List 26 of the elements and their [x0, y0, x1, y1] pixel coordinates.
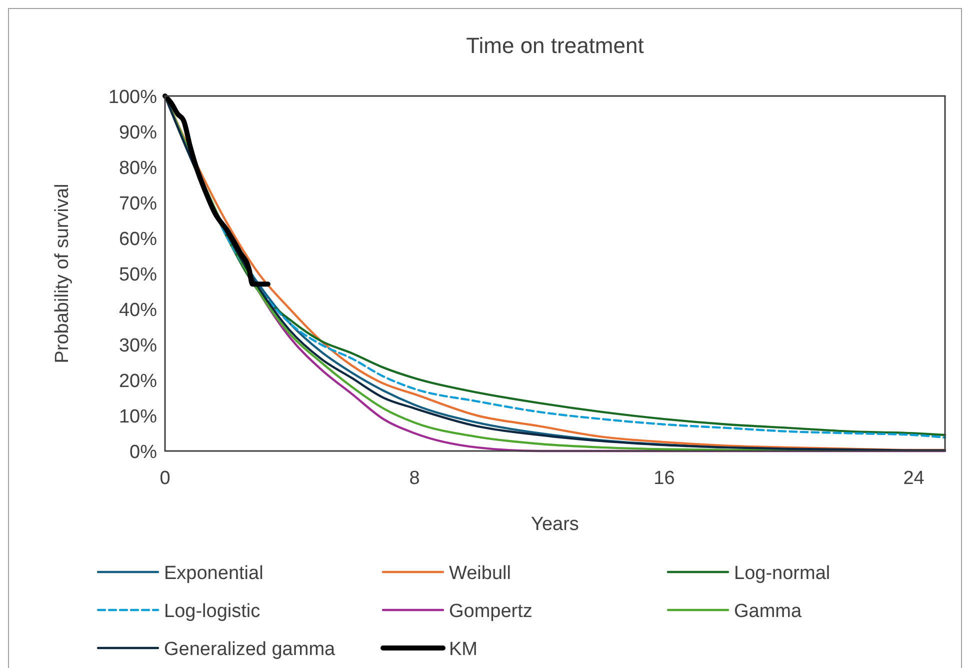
- x-tick-label: 0: [160, 468, 170, 489]
- y-tick-label: 20%: [118, 371, 158, 392]
- y-tick-label: 50%: [118, 264, 158, 286]
- legend-label: Gamma: [734, 601, 802, 622]
- legend-label: KM: [449, 639, 478, 660]
- legend-label: Weibull: [449, 563, 511, 584]
- y-tick-label: 80%: [118, 158, 158, 179]
- y-tick-label: 90%: [118, 122, 158, 144]
- y-tick-label: 30%: [118, 336, 158, 356]
- y-tick-label: 70%: [118, 194, 158, 214]
- x-tick-label: 8: [409, 468, 420, 489]
- legend-label: Generalized gamma: [164, 639, 336, 660]
- y-tick-label: 10%: [118, 406, 158, 428]
- legend-label: Log-normal: [734, 563, 830, 584]
- x-axis-title: Years: [531, 514, 579, 535]
- y-tick-label: 0%: [130, 442, 158, 463]
- y-tick-label: 40%: [118, 300, 158, 321]
- x-tick-label: 16: [654, 468, 675, 489]
- chart-title: Time on treatment: [466, 33, 644, 58]
- y-tick-label: 60%: [118, 229, 158, 250]
- legend-label: Log-logistic: [164, 601, 260, 622]
- x-tick-label: 24: [903, 468, 925, 489]
- legend-label: Gompertz: [449, 601, 532, 622]
- y-tick-label: 100%: [108, 87, 158, 108]
- y-axis-title: Probability of survival: [52, 184, 73, 364]
- legend-label: Exponential: [164, 563, 264, 584]
